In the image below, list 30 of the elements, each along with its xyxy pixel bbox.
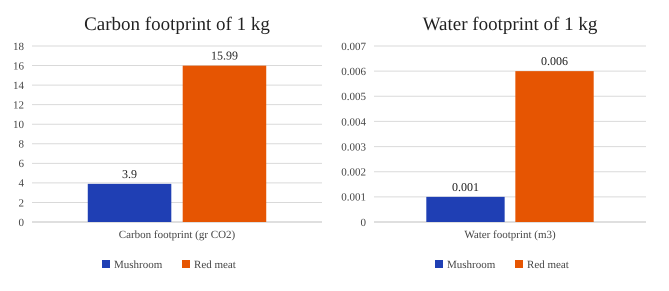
- y-tick-label: 8: [18, 138, 24, 151]
- y-tick-label: 0.007: [341, 40, 366, 53]
- y-tick-label: 0.001: [341, 192, 366, 204]
- y-tick-label: 0: [18, 216, 24, 229]
- y-tick-label: 0.004: [341, 116, 366, 128]
- y-tick-label: 2: [18, 197, 24, 210]
- y-tick-label: 12: [13, 100, 24, 112]
- y-tick-label: 6: [18, 158, 24, 170]
- x-tick-label: Water footprint (m3): [464, 229, 556, 241]
- data-label: 0.006: [541, 54, 568, 68]
- y-tick-label: 0: [360, 216, 366, 229]
- y-tick-label: 0.005: [341, 91, 366, 104]
- y-tick-label: 4: [18, 178, 24, 190]
- y-tick-label: 0.002: [341, 166, 366, 179]
- legend-label: Mushroom: [114, 259, 163, 271]
- y-tick-label: 0.006: [341, 66, 366, 78]
- y-tick-label: 10: [13, 119, 24, 132]
- legend-label: Red meat: [194, 259, 236, 271]
- y-tick-label: 0.003: [341, 141, 366, 154]
- x-tick-label: Carbon footprint (gr CO2): [118, 229, 236, 241]
- y-tick-label: 16: [13, 60, 24, 72]
- data-label: 3.9: [122, 166, 138, 181]
- data-label: 0.001: [452, 180, 479, 194]
- chart-title: Water footprint of 1 kg: [422, 14, 598, 35]
- y-tick-label: 14: [13, 80, 24, 92]
- chart-title: Carbon footprint of 1 kg: [84, 14, 270, 35]
- legend-label: Red meat: [527, 259, 569, 271]
- y-tick-label: 18: [13, 40, 24, 53]
- legend-label: Mushroom: [447, 259, 496, 271]
- data-label: 15.99: [210, 48, 238, 63]
